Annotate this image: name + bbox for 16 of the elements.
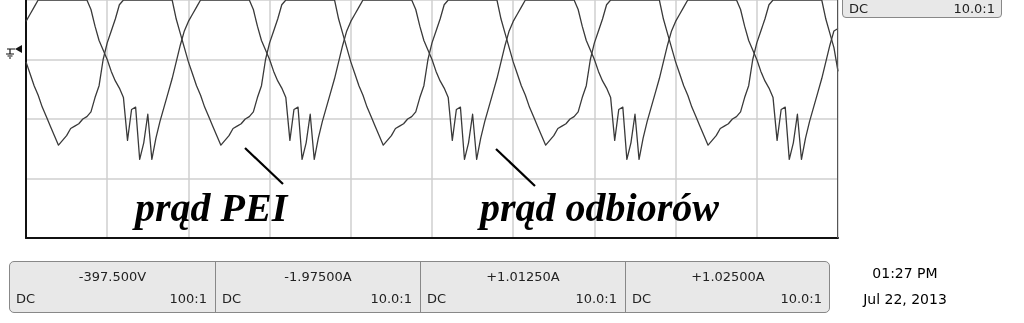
- text: DC: [222, 291, 242, 306]
- text: 10.0:1: [370, 291, 412, 306]
- text: DC: [16, 291, 36, 306]
- text: +1.02500A: [690, 269, 766, 284]
- text: -397.500V: [77, 269, 148, 284]
- text: -1.97500A: [283, 269, 353, 284]
- text: +1.01250A: [485, 269, 561, 284]
- text: DC: [427, 291, 447, 306]
- text: 10.0:1: [575, 291, 617, 306]
- text: 01:27 PM: [871, 265, 939, 281]
- text: 10.0:1: [953, 1, 995, 16]
- text: Jul 22, 2013: [861, 291, 948, 307]
- text: 10.0:1: [780, 291, 822, 306]
- text: DC: [632, 291, 652, 306]
- text: 100:1: [169, 291, 207, 306]
- text: DC: [849, 1, 869, 16]
